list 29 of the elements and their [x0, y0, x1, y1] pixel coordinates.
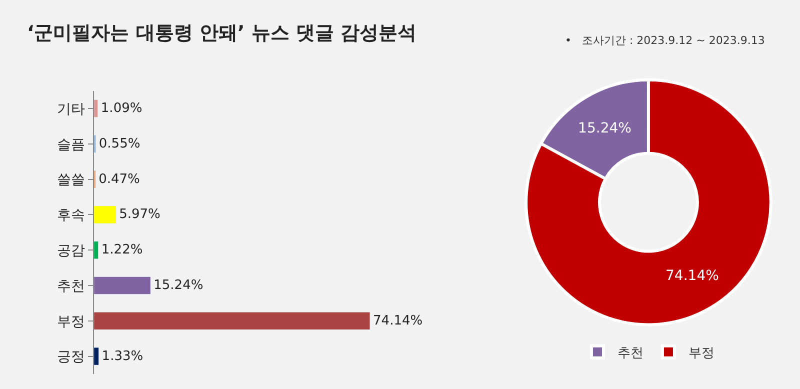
data-label: 5.97% — [119, 207, 160, 222]
data-label: 1.22% — [101, 242, 143, 258]
data-label: 15.24% — [154, 278, 204, 293]
legend-label: 부정 — [688, 346, 714, 361]
bar — [94, 312, 370, 330]
bar — [94, 206, 116, 224]
y-tick-label: 공감 — [57, 243, 86, 259]
bar — [94, 99, 98, 118]
y-tick-label: 추천 — [57, 278, 86, 294]
donut-slice — [524, 78, 772, 326]
y-tick-label: 부정 — [57, 314, 86, 330]
data-label: 74.14% — [373, 313, 423, 328]
data-label: 1.33% — [102, 348, 144, 364]
chart-title: ‘군미필자는 대통령 안돼’ 뉴스 댓글 감성분석 — [27, 22, 417, 44]
data-label: 15.24% — [578, 120, 632, 137]
y-tick-label: 기타 — [57, 101, 86, 118]
data-label: 0.47% — [98, 172, 140, 187]
bar — [94, 241, 99, 260]
data-label: 1.09% — [100, 101, 142, 116]
chart-subtitle: • 조사기간 : 2023.9.12 ~ 2023.9.13 — [565, 34, 765, 47]
legend-label: 추천 — [617, 346, 644, 361]
y-tick-label: 슬픔 — [57, 136, 86, 153]
data-label: 0.55% — [98, 136, 140, 152]
y-tick-label: 긍정 — [57, 349, 86, 366]
y-tick-label: 쓸쓸 — [57, 172, 86, 188]
data-label: 74.14% — [666, 268, 719, 284]
bar — [94, 276, 151, 295]
bar — [94, 347, 100, 366]
y-tick-label: 후속 — [57, 208, 86, 224]
